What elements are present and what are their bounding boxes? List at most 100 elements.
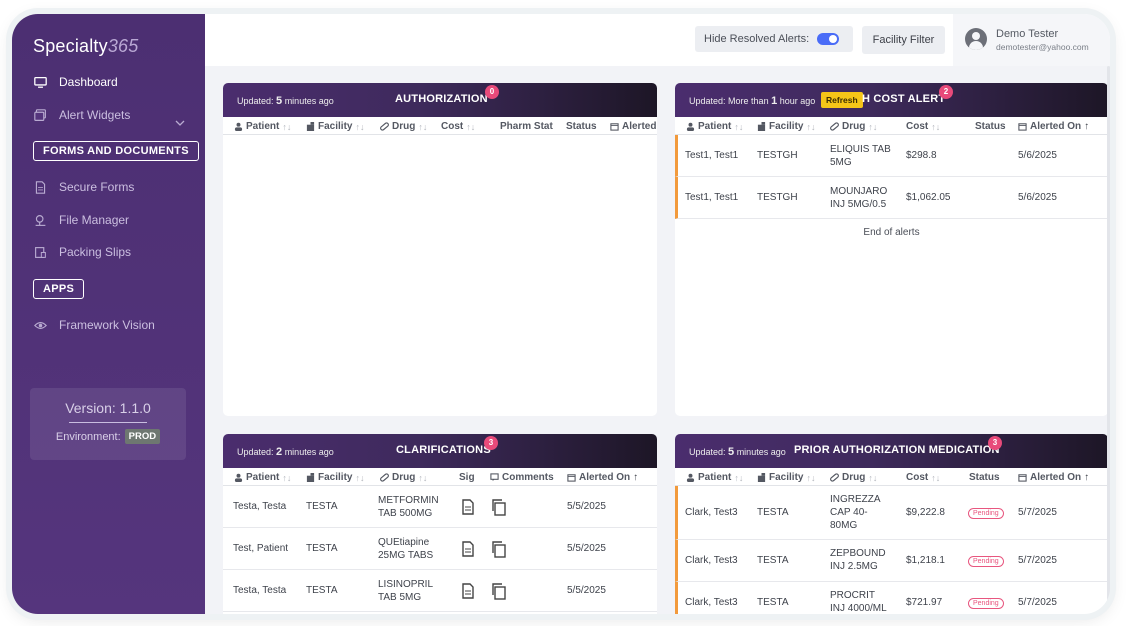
cell-facility: TESTA	[757, 555, 789, 566]
col-facility[interactable]: Facility ↑↓	[306, 472, 364, 483]
apps-section-button[interactable]: APPS	[33, 279, 85, 299]
col-facility[interactable]: Facility ↑↓	[306, 121, 364, 132]
sidebar-item-file-manager[interactable]: File Manager	[33, 213, 129, 227]
sidebar: Specialty365 Dashboard Alert Widgets FOR…	[12, 14, 205, 614]
hide-resolved-toggle[interactable]: Hide Resolved Alerts:	[695, 26, 853, 52]
toggle-switch[interactable]	[817, 33, 840, 45]
col-alerted-on[interactable]: Alerted On ↑	[1018, 472, 1089, 483]
col-drug[interactable]: Drug ↑↓	[380, 121, 427, 132]
person-icon	[686, 122, 695, 131]
cell-patient: Clark, Test3	[685, 597, 738, 608]
cell-cost: $1,218.1	[906, 555, 945, 566]
building-icon	[306, 473, 315, 482]
col-patient[interactable]: Patient ↑↓	[234, 121, 291, 132]
table-row[interactable]: Clark, Test3 TESTA INGREZZA CAP 40-80MG …	[675, 486, 1108, 540]
col-cost[interactable]: Cost ↑↓	[906, 472, 941, 483]
col-cost[interactable]: Cost ↑↓	[906, 121, 941, 132]
count-badge: 3	[988, 436, 1002, 450]
col-status[interactable]: Status	[975, 121, 1006, 132]
col-sig[interactable]: Sig	[459, 472, 475, 483]
cell-drug: PROCRIT INJ 4000/ML	[830, 590, 887, 614]
col-facility[interactable]: Facility ↑↓	[757, 121, 815, 132]
table-row[interactable]: Testa, Testa TESTA LISINOPRIL TAB 5MG 5/…	[223, 570, 657, 612]
col-status[interactable]: Status	[969, 472, 1000, 483]
document-icon[interactable]	[460, 541, 476, 557]
updated-text: Updated: More than 1 hour ago	[689, 95, 816, 107]
calendar-icon	[1018, 474, 1027, 482]
cell-facility: TESTA	[757, 597, 789, 608]
person-icon	[234, 473, 243, 482]
eye-icon	[33, 318, 47, 332]
document-icon[interactable]	[460, 583, 476, 599]
sidebar-item-packing-slips[interactable]: Packing Slips	[33, 245, 131, 259]
col-drug[interactable]: Drug ↑↓	[380, 472, 427, 483]
col-alerted-on[interactable]: Alerted On ↑	[567, 472, 638, 483]
forms-section-button[interactable]: FORMS AND DOCUMENTS	[33, 141, 199, 161]
cell-drug: ELIQUIS TAB 5MG	[830, 144, 891, 168]
col-patient[interactable]: Patient ↑↓	[686, 121, 743, 132]
table-header: Patient ↑↓ Facility ↑↓ Drug ↑↓ Cost ↑↓ Statu…	[675, 117, 1108, 135]
high-cost-alert-panel: Updated: More than 1 hour ago Refresh H …	[675, 83, 1108, 416]
table-row[interactable]: Test, Patient TESTA QUEtiapine 25MG TABS…	[223, 528, 657, 570]
col-alerted[interactable]: Alerted	[610, 121, 656, 132]
sidebar-item-framework-vision[interactable]: Framework Vision	[33, 318, 155, 332]
sidebar-item-alert-widgets[interactable]: Alert Widgets	[33, 108, 130, 122]
cell-cost: $721.97	[906, 597, 943, 608]
facility-filter-button[interactable]: Facility Filter	[862, 26, 945, 54]
version-text: Version: 1.1.0	[65, 400, 151, 416]
cell-alerted: 5/6/2025	[1018, 150, 1057, 161]
cell-alerted: 5/5/2025	[567, 501, 606, 512]
cell-facility: TESTGH	[757, 192, 798, 203]
cell-drug: METFORMIN TAB 500MG	[378, 495, 439, 519]
table-row[interactable]: Clark, Test3 TESTA ZEPBOUND INJ 2.5MG $1…	[675, 540, 1108, 582]
document-icon[interactable]	[460, 499, 476, 515]
authorization-panel: Updated: 5 minutes ago AUTHORIZATION 0 P…	[223, 83, 657, 416]
cell-alerted: 5/7/2025	[1018, 597, 1057, 608]
calendar-icon	[610, 123, 619, 131]
user-email: demotester@yahoo.com	[996, 42, 1089, 52]
col-status[interactable]: Status	[566, 121, 597, 132]
cell-cost: $298.8	[906, 150, 937, 161]
table-row[interactable]: Testa, Testa TESTA METFORMIN TAB 500MG 5…	[223, 486, 657, 528]
person-icon	[686, 473, 695, 482]
version-box: Version: 1.1.0 Environment: PROD	[30, 388, 186, 460]
cell-facility: TESTGH	[757, 150, 798, 161]
table-row[interactable]: Test1, Test1 TESTGH ELIQUIS TAB 5MG $298…	[675, 135, 1108, 177]
table-row[interactable]: Test1, Test1 TESTGH MOUNJARO INJ 5MG/0.5…	[675, 177, 1108, 219]
col-cost[interactable]: Cost ↑↓	[441, 121, 476, 132]
app-logo[interactable]: Specialty365	[33, 36, 139, 56]
sidebar-item-label: Alert Widgets	[59, 108, 131, 122]
cell-alerted: 5/5/2025	[567, 543, 606, 554]
cell-alerted: 5/7/2025	[1018, 507, 1057, 518]
col-patient[interactable]: Patient ↑↓	[686, 472, 743, 483]
packing-slip-icon	[33, 245, 47, 259]
page-scrollbar[interactable]	[1107, 66, 1110, 606]
cell-drug: LISINOPRIL TAB 5MG	[378, 579, 433, 603]
col-patient[interactable]: Patient ↑↓	[234, 472, 291, 483]
cell-patient: Clark, Test3	[685, 507, 738, 518]
sidebar-item-dashboard[interactable]: Dashboard	[33, 75, 118, 89]
user-menu[interactable]: Demo Tester demotester@yahoo.com	[953, 14, 1110, 66]
col-comments[interactable]: Comments	[490, 472, 554, 483]
sidebar-item-label: Framework Vision	[59, 318, 155, 332]
cell-alerted: 5/5/2025	[567, 585, 606, 596]
col-drug[interactable]: Drug ↑↓	[830, 121, 877, 132]
cell-facility: TESTA	[306, 585, 338, 596]
copy-icon[interactable]	[490, 498, 508, 516]
status-badge: Pending	[968, 598, 1004, 609]
table-row[interactable]: Clark, Test3 TESTA PROCRIT INJ 4000/ML $…	[675, 582, 1108, 614]
chevron-down-icon[interactable]	[175, 118, 185, 128]
refresh-button[interactable]: Refresh	[821, 92, 863, 108]
environment-row: Environment: PROD	[30, 429, 186, 444]
building-icon	[757, 473, 766, 482]
copy-icon[interactable]	[490, 582, 508, 600]
sidebar-item-secure-forms[interactable]: Secure Forms	[33, 180, 134, 194]
pill-icon	[380, 122, 389, 131]
col-pharm-stat[interactable]: Pharm Stat	[500, 121, 553, 132]
copy-icon[interactable]	[490, 540, 508, 558]
col-facility[interactable]: Facility ↑↓	[757, 472, 815, 483]
count-badge: 0	[485, 85, 499, 99]
col-alerted-on[interactable]: Alerted On ↑	[1018, 121, 1089, 132]
panel-header: Updated: 5 minutes ago AUTHORIZATION 0	[223, 83, 657, 117]
col-drug[interactable]: Drug ↑↓	[830, 472, 877, 483]
